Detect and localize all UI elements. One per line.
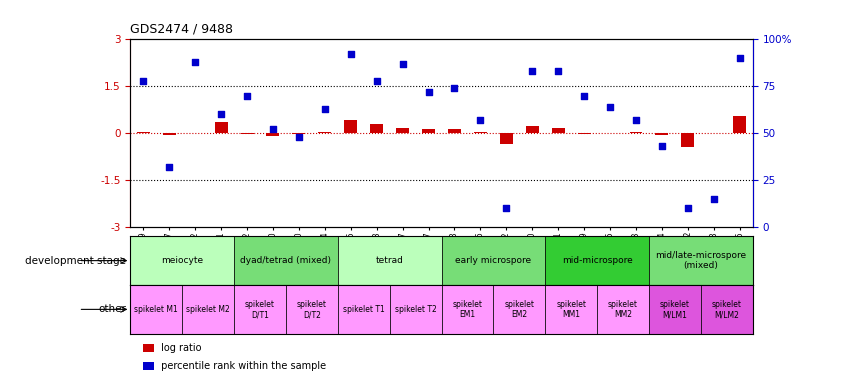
Point <box>318 106 331 112</box>
Text: mid/late-microspore
(mixed): mid/late-microspore (mixed) <box>655 251 747 270</box>
Bar <box>143 344 154 352</box>
Bar <box>130 236 234 285</box>
Bar <box>319 132 331 133</box>
Point <box>655 143 669 149</box>
Bar <box>649 236 753 285</box>
Bar <box>182 285 234 334</box>
Text: spikelet
MM1: spikelet MM1 <box>556 300 586 319</box>
Bar <box>143 362 154 370</box>
Bar <box>545 285 597 334</box>
Bar <box>733 116 746 133</box>
Point <box>292 134 305 140</box>
Bar <box>286 285 338 334</box>
Point <box>396 61 410 67</box>
Point <box>552 68 565 74</box>
Text: GDS2474 / 9488: GDS2474 / 9488 <box>130 22 233 36</box>
Bar <box>293 133 305 134</box>
Bar <box>681 133 695 147</box>
Point <box>603 104 616 110</box>
Text: tetrad: tetrad <box>376 256 404 265</box>
Text: spikelet M2: spikelet M2 <box>186 305 230 314</box>
Bar <box>630 132 643 133</box>
Bar <box>442 285 494 334</box>
Bar <box>137 132 150 133</box>
Text: spikelet
M/LM1: spikelet M/LM1 <box>660 300 690 319</box>
Text: spikelet
D/T2: spikelet D/T2 <box>297 300 327 319</box>
Point <box>473 117 487 123</box>
Text: meiocyte: meiocyte <box>161 256 204 265</box>
Point <box>733 55 747 61</box>
Point <box>681 205 695 211</box>
Bar <box>338 285 389 334</box>
Text: mid-microspore: mid-microspore <box>562 256 632 265</box>
Text: spikelet
D/T1: spikelet D/T1 <box>245 300 275 319</box>
Bar <box>442 236 545 285</box>
Bar <box>163 133 176 135</box>
Text: log ratio: log ratio <box>158 343 202 353</box>
Point <box>578 93 591 99</box>
Bar <box>701 285 753 334</box>
Bar <box>578 133 590 134</box>
Bar <box>597 285 649 334</box>
Bar <box>396 128 409 133</box>
Point <box>188 59 202 65</box>
Point <box>370 78 383 84</box>
Point <box>707 196 721 202</box>
Text: early microspore: early microspore <box>455 256 532 265</box>
Text: other: other <box>98 304 126 314</box>
Bar <box>655 133 669 135</box>
Bar <box>338 236 442 285</box>
Point <box>526 68 539 74</box>
Bar <box>494 285 545 334</box>
Bar <box>500 133 513 144</box>
Bar <box>474 132 487 133</box>
Bar <box>552 128 564 133</box>
Bar <box>267 133 279 136</box>
Bar <box>649 285 701 334</box>
Bar <box>526 126 539 133</box>
Bar <box>448 129 461 133</box>
Bar <box>241 133 253 134</box>
Bar <box>344 120 357 133</box>
Bar <box>389 285 442 334</box>
Text: development stage: development stage <box>25 256 126 266</box>
Text: percentile rank within the sample: percentile rank within the sample <box>158 361 326 371</box>
Text: spikelet
MM2: spikelet MM2 <box>608 300 638 319</box>
Point <box>447 85 461 91</box>
Bar <box>234 236 338 285</box>
Point <box>162 164 176 170</box>
Point <box>241 93 254 99</box>
Bar <box>188 132 202 133</box>
Bar <box>545 236 649 285</box>
Text: spikelet
EM2: spikelet EM2 <box>505 300 534 319</box>
Bar <box>214 122 228 133</box>
Point <box>422 89 436 95</box>
Bar <box>130 285 182 334</box>
Point <box>629 117 643 123</box>
Bar <box>707 132 720 133</box>
Bar <box>370 124 383 133</box>
Text: spikelet T1: spikelet T1 <box>343 305 384 314</box>
Point <box>267 126 280 132</box>
Point <box>136 78 150 84</box>
Text: spikelet T2: spikelet T2 <box>394 305 436 314</box>
Bar <box>234 285 286 334</box>
Text: spikelet
EM1: spikelet EM1 <box>452 300 483 319</box>
Point <box>344 51 357 57</box>
Text: spikelet M1: spikelet M1 <box>135 305 178 314</box>
Text: dyad/tetrad (mixed): dyad/tetrad (mixed) <box>241 256 331 265</box>
Point <box>500 205 513 211</box>
Text: spikelet
M/LM2: spikelet M/LM2 <box>711 300 742 319</box>
Bar <box>422 129 435 133</box>
Point <box>214 111 228 117</box>
